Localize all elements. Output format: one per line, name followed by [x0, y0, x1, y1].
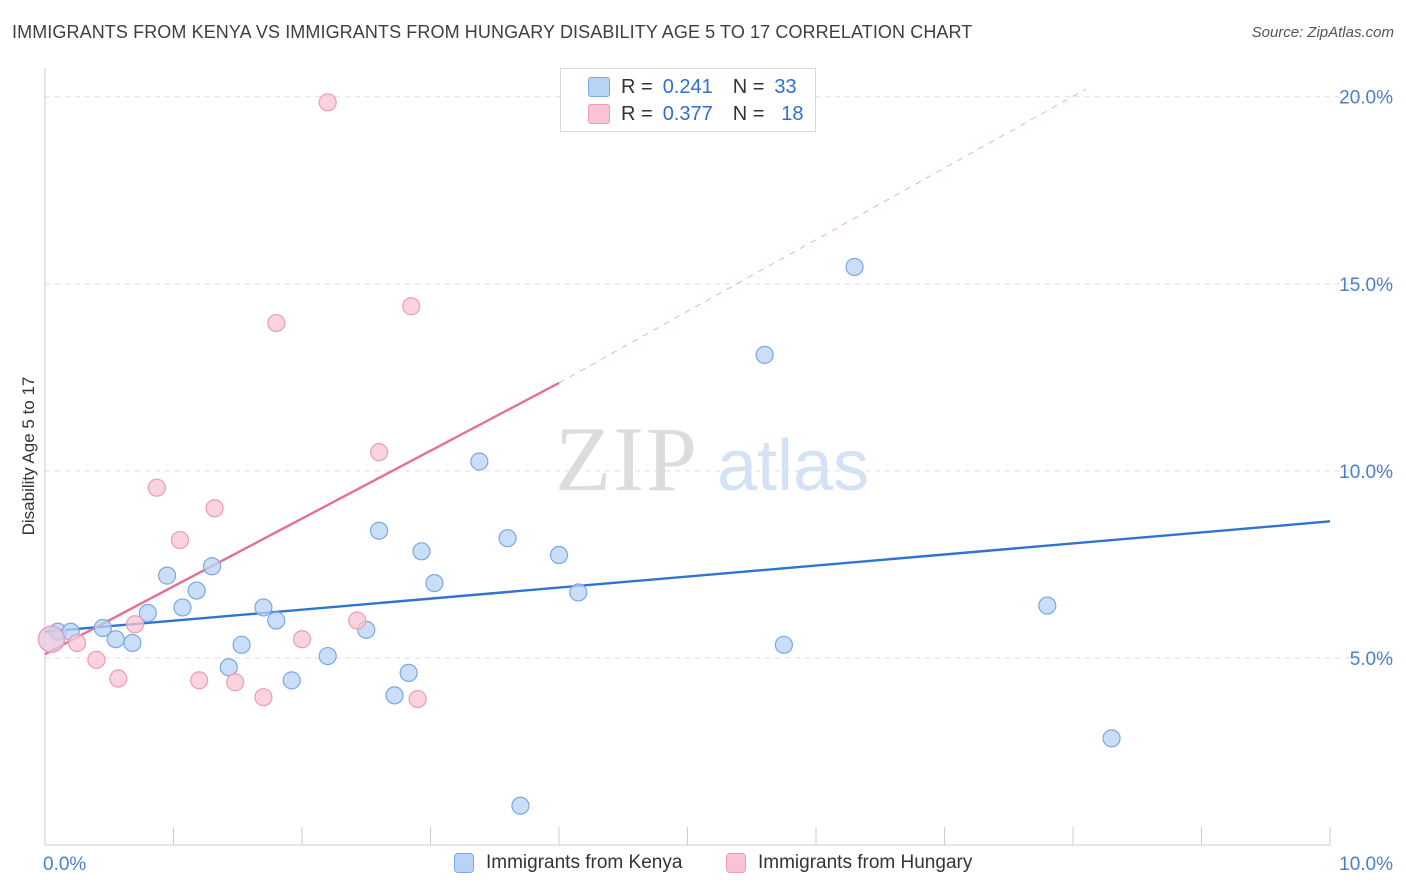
watermark-atlas: atlas [717, 426, 869, 506]
kenya-point [425, 573, 444, 593]
data-points [37, 93, 1121, 815]
hungary-legend-swatch [726, 853, 746, 873]
x-tick-label: 0.0% [43, 854, 86, 875]
kenya-n-value: 33 [774, 75, 797, 98]
kenya-point [774, 635, 793, 654]
x-tick-label: 10.0% [1339, 854, 1393, 875]
y-tick-label: 20.0% [1339, 88, 1393, 109]
kenya-point [123, 633, 142, 653]
kenya-point [318, 646, 337, 666]
kenya-point [232, 635, 251, 654]
kenya-point [569, 583, 588, 602]
source-attribution: Source: ZipAtlas.com [1252, 24, 1394, 41]
kenya-legend-label: Immigrants from Kenya [486, 852, 683, 873]
hungary-point [226, 673, 245, 692]
hungary-legend-label: Immigrants from Hungary [758, 852, 973, 873]
hungary-r-value: 0.377 [662, 102, 713, 125]
hungary-point [68, 633, 87, 653]
hungary-trend-line [558, 88, 1087, 384]
y-axis-label: Disability Age 5 to 17 [19, 377, 38, 536]
source-label: Source: [1251, 24, 1304, 41]
series-legend: Immigrants from Kenya Immigrants from Hu… [0, 852, 1406, 878]
kenya-point [267, 611, 286, 630]
hungary-point [292, 630, 312, 649]
kenya-point [511, 796, 530, 815]
trend-lines [44, 88, 1331, 656]
y-tick-label: 5.0% [1350, 649, 1393, 670]
hungary-point [402, 297, 421, 316]
watermark-zip: ZIP [555, 408, 699, 510]
kenya-point [1102, 729, 1121, 748]
hungary-point [318, 93, 337, 112]
hungary-trend-line [44, 381, 560, 656]
hungary-point [109, 669, 128, 688]
kenya-legend-swatch [454, 853, 474, 873]
hungary-point [370, 443, 389, 462]
kenya-point [138, 603, 157, 623]
kenya-point [549, 545, 569, 565]
hungary-point [254, 688, 273, 707]
y-tick-labels: 5.0% 10.0% 15.0% 20.0% [1339, 88, 1393, 670]
hungary-n-value: 18 [781, 102, 804, 125]
kenya-point [498, 529, 517, 548]
kenya-trend-line [44, 520, 1331, 633]
kenya-point [187, 581, 206, 600]
n-label: N = [732, 75, 765, 98]
hungary-point [170, 530, 190, 550]
hungary-point [348, 611, 367, 630]
kenya-point [219, 658, 238, 677]
kenya-point [845, 257, 864, 277]
hungary-point [37, 625, 66, 653]
r-label: R = [621, 75, 653, 98]
chart-title: IMMIGRANTS FROM KENYA VS IMMIGRANTS FROM… [12, 22, 973, 42]
kenya-point [202, 557, 222, 576]
kenya-r-value: 0.241 [662, 75, 713, 98]
hungary-point [190, 671, 209, 690]
y-tick-label: 15.0% [1339, 275, 1393, 296]
kenya-point [370, 521, 389, 540]
kenya-point [470, 452, 489, 471]
kenya-point [282, 671, 301, 690]
legend-row-kenya: R = 0.241 N = 33 [588, 74, 797, 100]
hungary-point [147, 478, 166, 497]
hungary-point [267, 313, 286, 333]
hungary-point [205, 499, 224, 518]
kenya-point [399, 663, 418, 682]
kenya-point [755, 345, 774, 364]
kenya-point [106, 630, 125, 649]
y-tick-label: 10.0% [1339, 462, 1393, 483]
kenya-point [385, 686, 404, 705]
hungary-point [87, 650, 106, 669]
axes [44, 68, 1331, 846]
r-label: R = [621, 102, 653, 125]
hungary-point [125, 615, 145, 634]
hungary-point [408, 689, 427, 709]
hungary-swatch [588, 104, 610, 124]
legend-row-hungary: R = 0.377 N = 18 [588, 101, 810, 127]
correlation-legend: R = 0.241 N = 33 R = 0.377 N = 18 [560, 68, 816, 132]
kenya-point [412, 542, 431, 561]
legend-item-hungary[interactable]: Immigrants from Hungary [726, 852, 972, 874]
kenya-point [157, 566, 177, 585]
kenya-point [173, 598, 192, 617]
kenya-swatch [588, 77, 610, 97]
legend-item-kenya[interactable]: Immigrants from Kenya [454, 852, 682, 874]
kenya-point [254, 598, 273, 617]
x-tick-labels: 0.0% 10.0% [43, 854, 1393, 875]
n-label: N = [732, 102, 765, 125]
source-value[interactable]: ZipAtlas.com [1307, 24, 1394, 41]
kenya-point [1038, 596, 1057, 615]
kenya-point [93, 618, 112, 638]
watermark: ZIP atlas [555, 408, 869, 510]
